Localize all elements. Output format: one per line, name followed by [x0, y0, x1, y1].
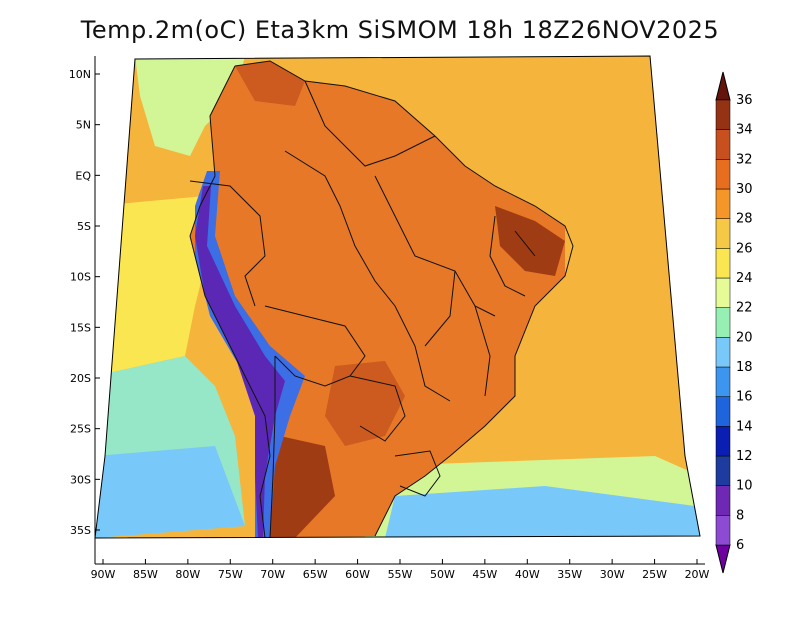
lon-tick-label: 25W — [642, 568, 667, 581]
lon-tick-label: 85W — [132, 568, 158, 581]
colorbar-level-label: 10 — [736, 479, 753, 494]
lon-tick-label: 40W — [514, 568, 540, 581]
lat-tick-label: 35S — [70, 524, 91, 537]
colorbar-level-label: 8 — [736, 508, 744, 523]
ocean-cool-patch-north — [135, 56, 245, 156]
border-uruguay — [394, 450, 441, 497]
colorbar-level-label: 36 — [736, 93, 753, 108]
temperature-map: 10N 5N EQ 5S 10S 15S 20S 25S 30S 35S — [69, 55, 705, 565]
map-panel: 10N 5N EQ 5S 10S 15S 20S 25S 30S 35S 90W 85W 80W 75W… — [69, 55, 709, 581]
colorbar-level-label: 32 — [736, 152, 753, 167]
colorbar-swatch — [715, 218, 731, 249]
border-argentina-chile — [269, 356, 276, 539]
colorbar-swatch — [715, 129, 731, 160]
colorbar-swatch — [715, 485, 731, 516]
colorbar-level-label: 28 — [736, 212, 753, 227]
colorbar-swatches — [715, 71, 731, 574]
colorbar-swatch — [715, 515, 731, 546]
lon-tick-label: 30W — [599, 568, 625, 581]
longitude-axis — [102, 559, 698, 564]
lat-tick-label: 15S — [70, 321, 91, 334]
border-brazil-states-3 — [489, 215, 536, 297]
lat-tick-label: EQ — [75, 169, 91, 182]
border-paraguay — [349, 375, 406, 442]
hot-spot-argentina — [265, 436, 335, 538]
domain-frame — [94, 55, 701, 539]
colorbar-swatch — [715, 455, 731, 486]
colorbar-level-label: 34 — [736, 123, 753, 138]
colorbar-swatch — [715, 307, 731, 338]
colorbar-level-label: 30 — [736, 182, 753, 197]
colorbar-swatch — [715, 159, 731, 190]
lat-tick-label: 5S — [77, 220, 91, 233]
colorbar: 6 8 10 12 14 16 18 20 22 24 26 28 30 32 34 36 — [715, 71, 753, 574]
colorbar-swatch — [715, 426, 731, 457]
border-brazil-states-1 — [374, 175, 496, 317]
lon-tick-label: 80W — [175, 568, 201, 581]
border-bolivia — [264, 305, 366, 387]
country-borders — [189, 60, 574, 539]
colorbar-swatch — [715, 277, 731, 308]
border-peru-ecuador — [189, 180, 266, 307]
colorbar-level-label: 22 — [736, 301, 753, 316]
hot-spot-northeast-brazil — [495, 206, 565, 276]
lat-tick-label: 10N — [69, 68, 91, 81]
border-brazil-north — [304, 80, 436, 167]
colorbar-level-label: 20 — [736, 330, 753, 345]
hot-spot-chaco — [325, 361, 405, 446]
lat-tick-label: 20S — [70, 372, 91, 385]
lon-tick-label: 60W — [345, 568, 370, 581]
andes-coldest-strip — [195, 186, 285, 538]
colorbar-level-label: 24 — [736, 271, 753, 286]
lon-tick-label: 75W — [217, 568, 243, 581]
colorbar-swatch — [715, 248, 731, 279]
lat-tick-label: 30S — [70, 473, 91, 486]
colorbar-swatch — [715, 396, 731, 427]
border-continent-outline — [234, 60, 574, 537]
lon-tick-label: 65W — [302, 568, 328, 581]
colorbar-low-triangle — [715, 544, 731, 574]
ocean-pacific-mid-band — [95, 196, 215, 376]
colorbar-level-label: 14 — [736, 419, 753, 434]
lon-tick-label: 45W — [472, 568, 498, 581]
hot-spot-venezuela — [235, 61, 305, 106]
lon-tick-label: 50W — [429, 568, 455, 581]
colorbar-labels: 6 8 10 12 14 16 18 20 22 24 26 28 30 32 34 36 — [736, 93, 753, 553]
border-pacific-coast — [189, 65, 271, 539]
colorbar-level-label: 12 — [736, 449, 753, 464]
ocean-atlantic-cold-band — [385, 486, 700, 538]
colorbar-level-label: 16 — [736, 390, 753, 405]
lon-tick-label: 55W — [387, 568, 413, 581]
colorbar-high-triangle — [715, 71, 731, 101]
latitude-axis: 10N 5N EQ 5S 10S 15S 20S 25S 30S 35S — [69, 68, 100, 537]
border-brazil-west — [284, 150, 451, 402]
lat-tick-label: 5N — [76, 119, 91, 132]
border-brazil-states-2 — [424, 270, 491, 397]
colorbar-swatch — [715, 366, 731, 397]
colorbar-level-label: 6 — [736, 538, 744, 553]
colorbar-level-label: 18 — [736, 360, 753, 375]
lon-tick-label: 20W — [684, 568, 710, 581]
lat-tick-label: 25S — [70, 423, 91, 436]
colorbar-swatch — [715, 99, 731, 130]
map-title: Temp.2m(oC) Eta3km SiSMOM 18h 18Z26NOV20… — [80, 16, 720, 44]
colorbar-swatch — [715, 188, 731, 219]
lon-tick-label: 90W — [90, 568, 116, 581]
lat-tick-label: 10S — [70, 271, 91, 284]
colorbar-swatch — [715, 337, 731, 368]
lon-tick-label: 35W — [557, 568, 583, 581]
lon-tick-label: 70W — [260, 568, 286, 581]
colorbar-level-label: 26 — [736, 241, 753, 256]
ocean-pacific-cold-band — [95, 446, 245, 538]
